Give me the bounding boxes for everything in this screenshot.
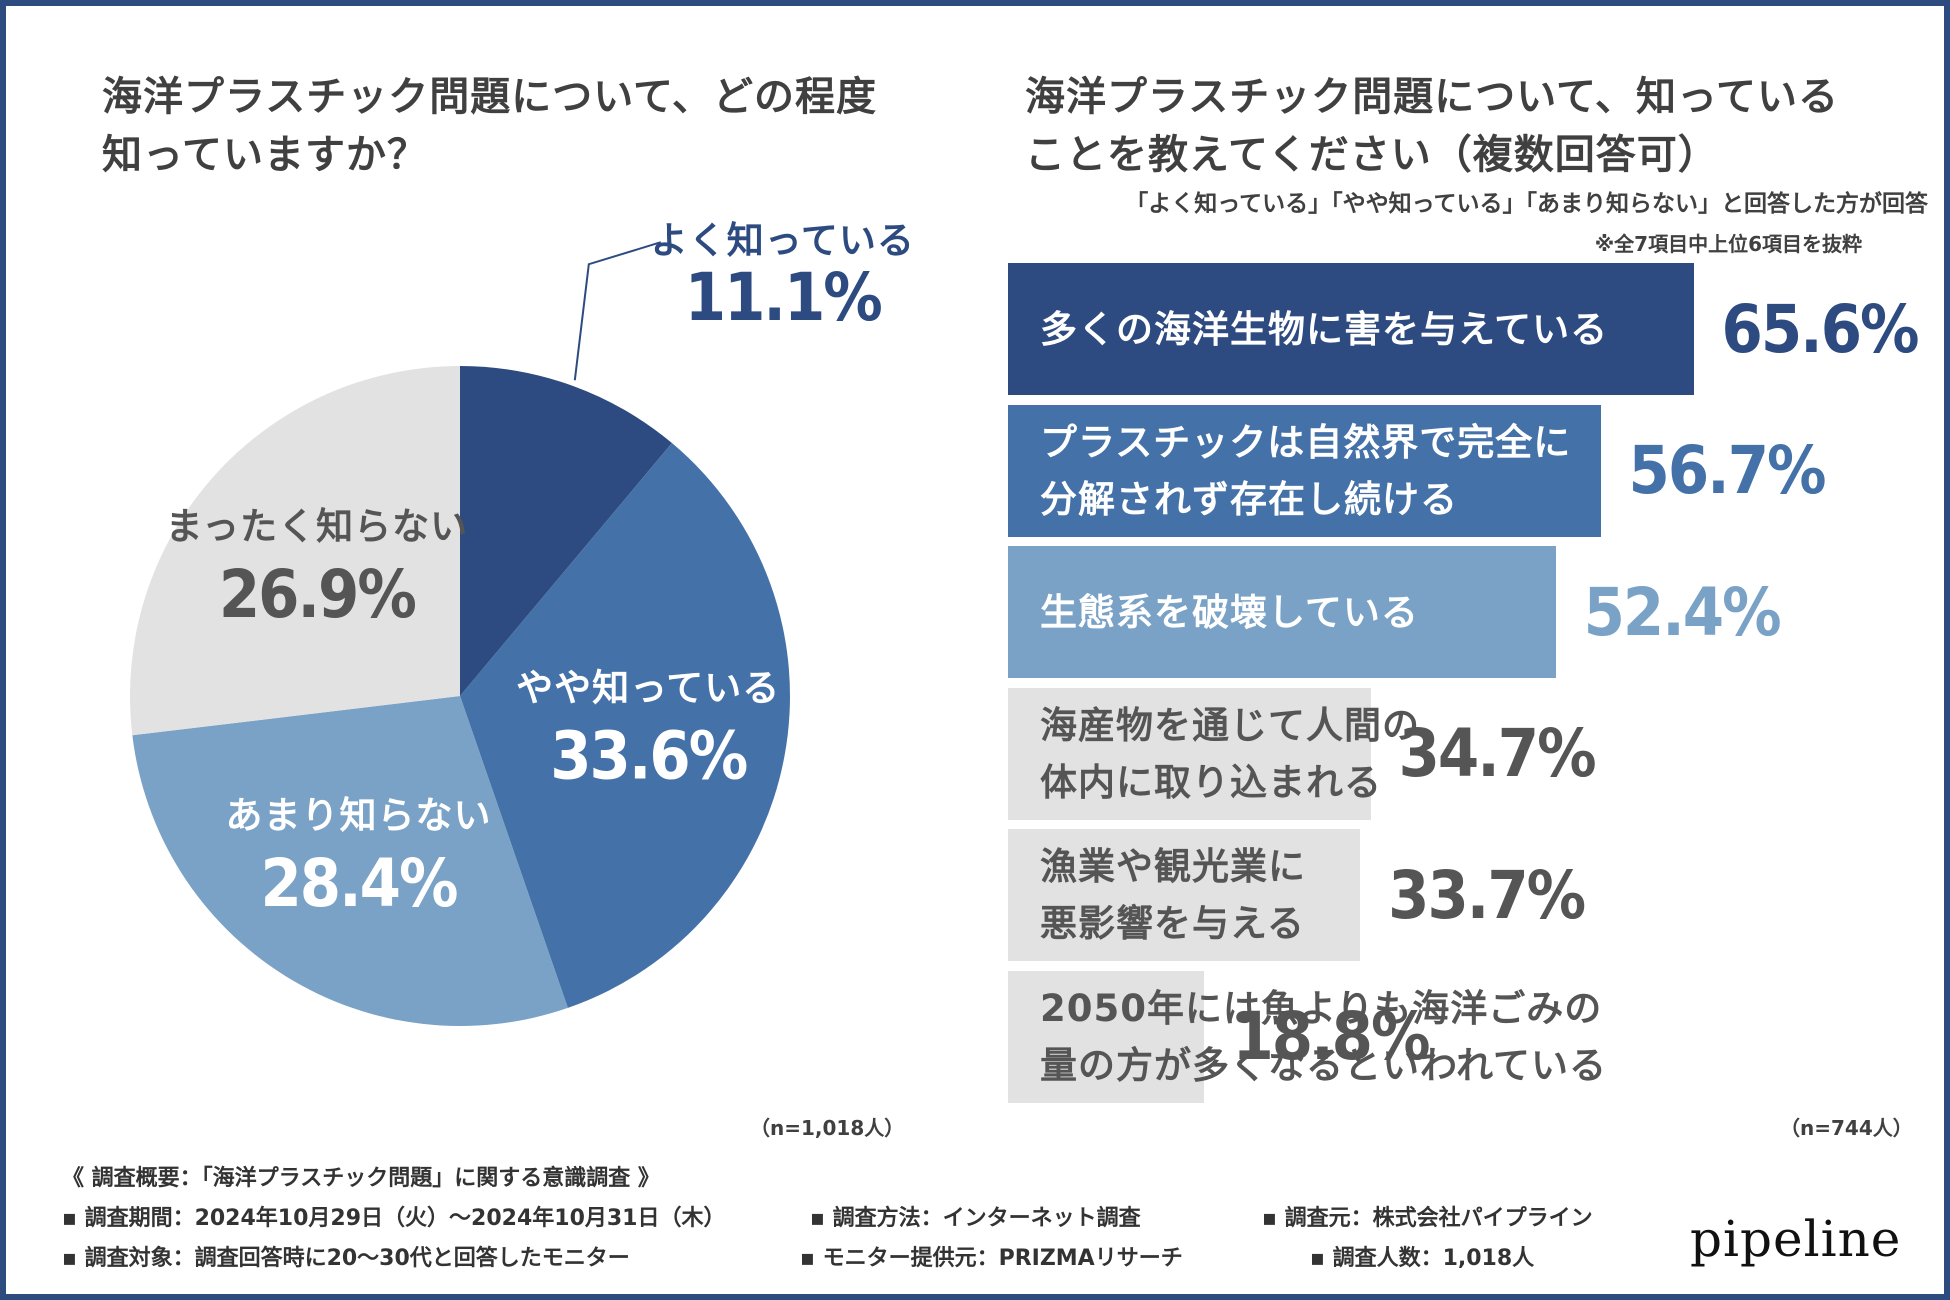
bar-label-1-line-1: 分解されず存在し続ける [1040, 477, 1458, 521]
bar-label-4: 漁業や観光業に 悪影響を与える [1040, 829, 1306, 961]
bar-value-4: 33.7% [1388, 856, 1586, 934]
bar-0 [1008, 263, 1694, 395]
summary-count: ▪ 調査人数：1,018人 [1310, 1246, 1535, 1271]
pie-value-3: 26.9% [219, 556, 416, 633]
bar-row-5: 2050年には魚よりも海洋ごみの 量の方が多くなるといわれている 18.8% [1008, 970, 1938, 1103]
bar-value-1: 56.7% [1628, 432, 1827, 509]
bar-label-0: 多くの海洋生物に害を与えている [1040, 263, 1608, 395]
summary-heading: 《 調査概要：「海洋プラスチック問題」に関する意識調査 》 [62, 1166, 660, 1191]
summary-period: ▪ 調査期間：2024年10月29日（火）～2024年10月31日（木） [62, 1206, 726, 1231]
bar-label-5-line-1: 量の方が多くなるといわれている [1040, 1043, 1608, 1087]
pie-value-1: 33.6% [550, 718, 747, 795]
bar-title-line-2: ことを教えてください（複数回答可） [1025, 132, 1719, 178]
bar-respondent-note: 「よく知っている」「やや知っている」「あまり知らない」と回答した方が回答 [1125, 191, 1928, 217]
pie-sample-size: （n=1,018人） [750, 1116, 905, 1140]
bar-value-2: 52.4% [1583, 573, 1782, 651]
summary-target: ▪ 調査対象：調査回答時に20～30代と回答したモニター [62, 1246, 630, 1271]
bar-2 [1008, 546, 1556, 678]
bar-label-1-line-0: プラスチックは自然界で完全に [1040, 420, 1572, 464]
bar-chart-title: 海洋プラスチック問題について、知っている ことを教えてください（複数回答可） [1025, 68, 1839, 184]
pie-slice-3 [130, 366, 460, 736]
summary-method: ▪ 調査方法：インターネット調査 [810, 1206, 1141, 1231]
bar-5 [1008, 970, 1205, 1103]
bar-label-1: プラスチックは自然界で完全に 分解されず存在し続ける [1040, 405, 1571, 537]
bar-value-0: 65.6% [1721, 290, 1920, 368]
bar-label-3: 海産物を通じて人間の 体内に取り込まれる [1040, 688, 1420, 820]
bar-sample-size: （n=744人） [1780, 1116, 1913, 1140]
bar-4 [1008, 829, 1361, 961]
pie-value-2: 28.4% [260, 845, 457, 922]
bar-excerpt-note: ※全7項目中上位6項目を抜粋 [1594, 232, 1862, 256]
bar-label-3-line-1: 体内に取り込まれる [1040, 760, 1382, 804]
bar-label-4-line-0: 漁業や観光業に [1040, 845, 1306, 888]
pie-leader-line-0 [573, 241, 662, 381]
pie-label-3: まったく知らない [166, 505, 469, 548]
bar-value-5: 18.8% [1232, 998, 1430, 1075]
bar-label-3-line-0: 海産物を通じて人間の [1040, 703, 1420, 747]
summary-source: ▪ 調査元：株式会社パイプライン [1262, 1206, 1593, 1231]
bar-label-5-line-0: 2050年には魚よりも海洋ごみの [1040, 986, 1603, 1030]
summary-provider: ▪ モニター提供元：PRIZMAリサーチ [800, 1246, 1183, 1271]
bar-row-3: 海産物を通じて人間の 体内に取り込まれる 34.7% [1008, 687, 1938, 820]
bar-label-5: 2050年には魚よりも海洋ごみの 量の方が多くなるといわれている [1040, 971, 1607, 1103]
bar-label-2: 生態系を破壊している [1040, 546, 1419, 678]
bar-row-2: 生態系を破壊している 52.4% [1008, 546, 1938, 678]
bar-1 [1008, 404, 1601, 537]
pie-slice-2 [132, 696, 568, 1026]
pie-value-0: 11.1% [685, 259, 882, 336]
pie-title-line-2: 知っていますか？ [102, 132, 428, 178]
bar-title-line-1: 海洋プラスチック問題について、知っている [1025, 74, 1839, 120]
bar-3 [1008, 687, 1371, 820]
pie-chart-title: 海洋プラスチック問題について、どの程度 知っていますか？ [102, 68, 877, 184]
bar-label-4-line-1: 悪影響を与える [1040, 902, 1305, 945]
bar-row-1: プラスチックは自然界で完全に 分解されず存在し続ける 56.7% [1008, 404, 1938, 537]
pie-slice-0 [460, 366, 672, 696]
bar-label-0-line-0: 多くの海洋生物に害を与えている [1040, 307, 1609, 351]
bar-row-4: 漁業や観光業に 悪影響を与える 33.7% [1008, 829, 1938, 961]
pie-slice-1 [460, 443, 790, 1008]
pie-label-2: あまり知らない [225, 794, 491, 837]
pie-title-line-1: 海洋プラスチック問題について、どの程度 [102, 74, 877, 120]
bar-row-0: 多くの海洋生物に害を与えている 65.6% [1008, 263, 1938, 395]
pie-label-1: やや知っている [516, 667, 780, 710]
pie-label-0: よく知っている [651, 219, 915, 262]
pipeline-logo: pipeline [1690, 1210, 1902, 1268]
bar-label-2-line-0: 生態系を破壊している [1040, 590, 1419, 634]
bar-value-3: 34.7% [1398, 715, 1597, 792]
